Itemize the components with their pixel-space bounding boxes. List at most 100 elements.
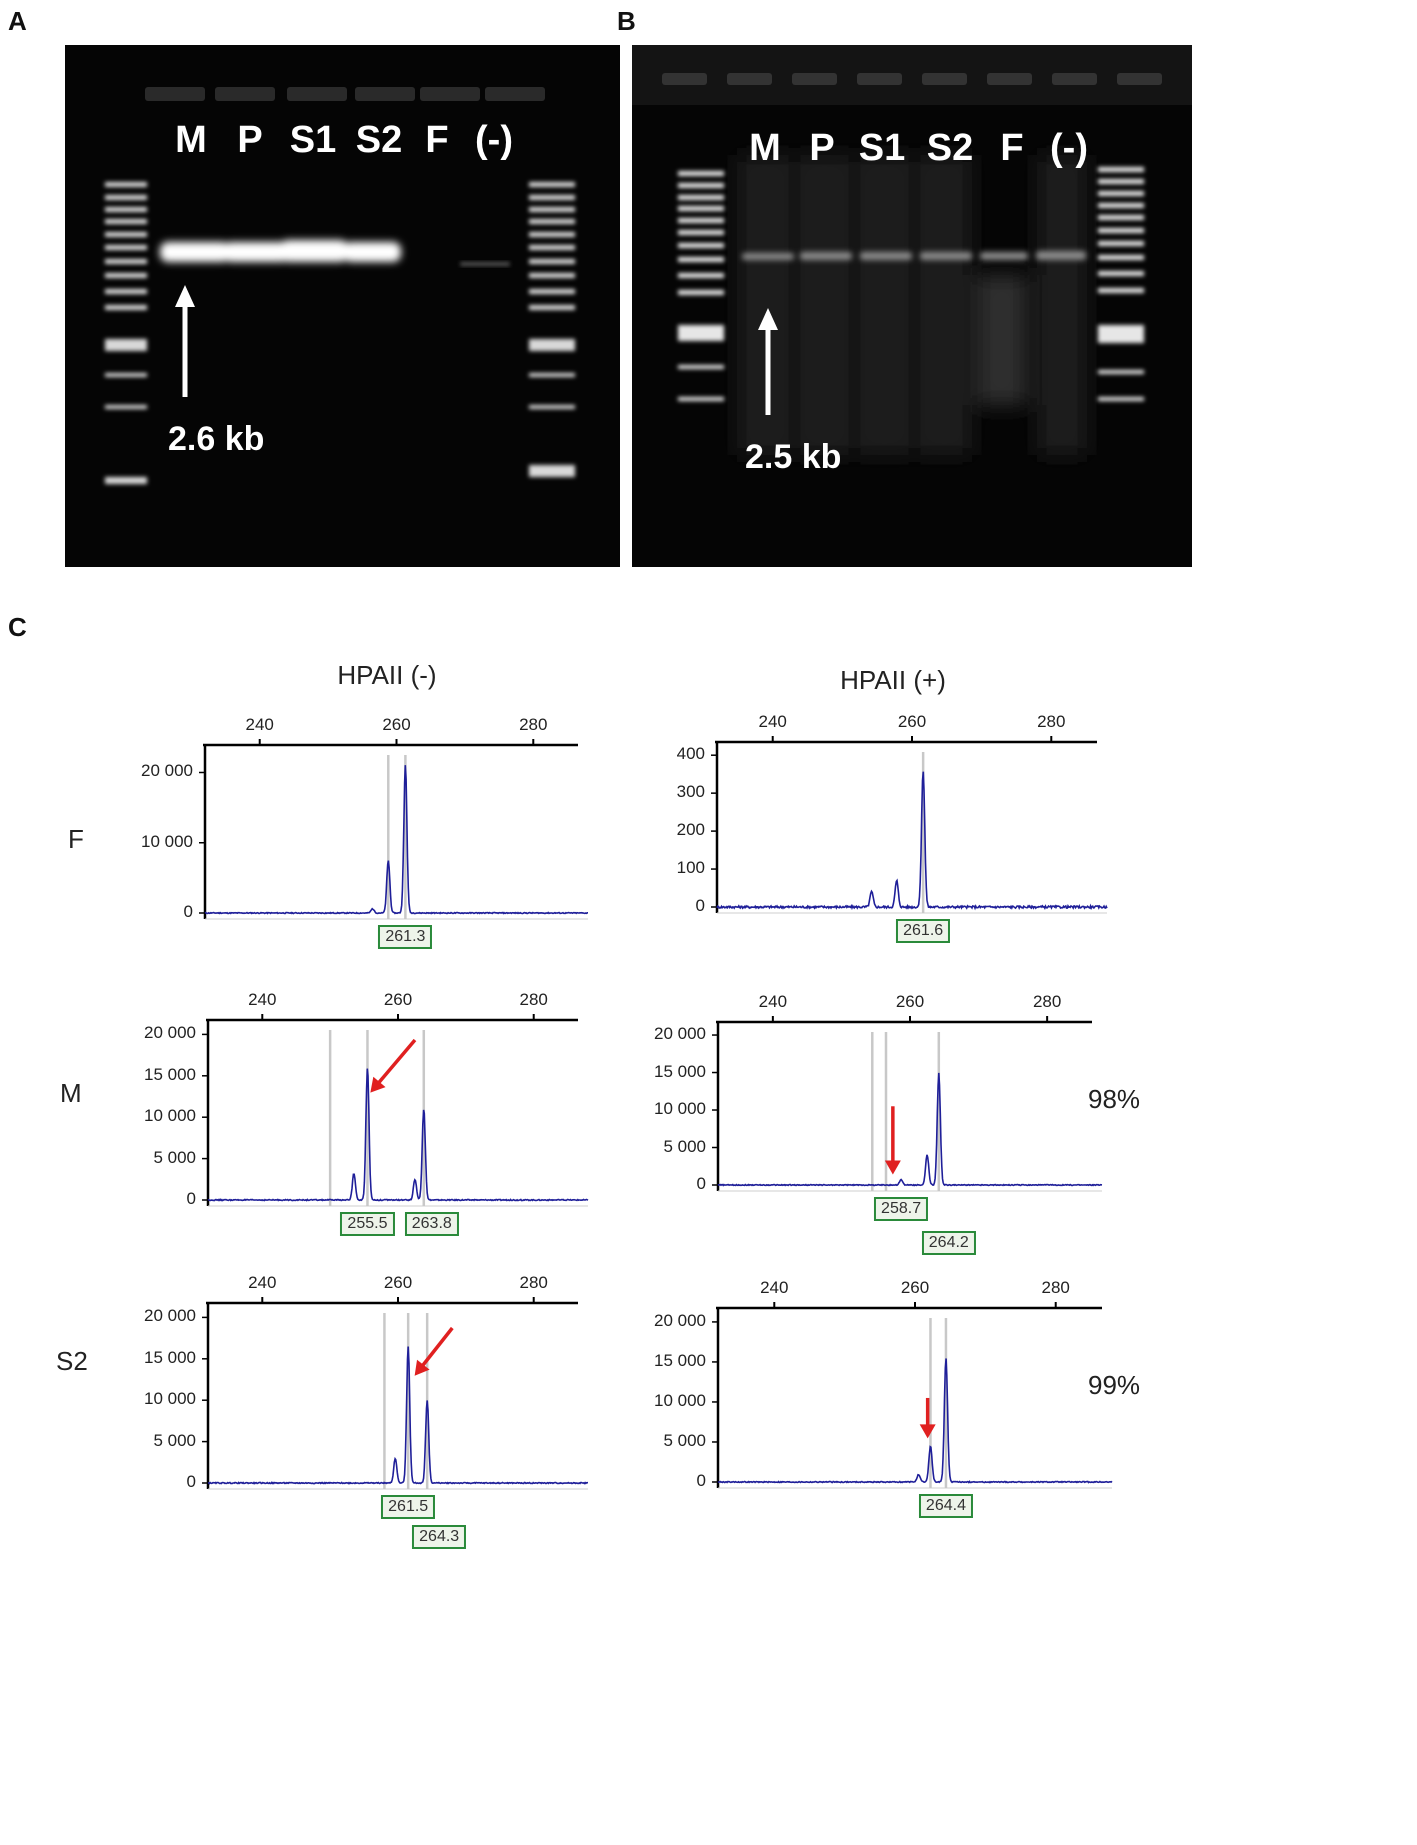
trace-svg (712, 1016, 1103, 1192)
trace-svg (202, 1297, 588, 1490)
y-tick-label: 5 000 (153, 1430, 196, 1450)
red-arrow-head (414, 1359, 430, 1376)
x-tick-label: 260 (383, 1273, 413, 1292)
y-tick-label: 0 (696, 1471, 706, 1490)
arrow-head-a (175, 285, 195, 307)
x-tick-label: 280 (519, 990, 548, 1009)
column-header-hpaii-minus: HPAII (-) (337, 660, 437, 690)
peak-size-label: 264.2 (921, 1231, 976, 1255)
lane-label-b-3: S2 (926, 127, 974, 169)
x-tick-label: 240 (248, 990, 277, 1009)
x-tick-label: 280 (1037, 712, 1066, 731)
red-arrow-head (884, 1160, 901, 1175)
band-size-label-a: 2.6 kb (168, 420, 265, 458)
row-label-s2: S2 (56, 1346, 88, 1376)
y-tick-label: 5 000 (153, 1147, 196, 1167)
trace-line (204, 765, 588, 915)
ladder-right-a (529, 182, 575, 477)
y-tick-label: 0 (183, 902, 193, 921)
y-tick-label: 20 000 (144, 1023, 196, 1043)
trace-line (207, 1068, 589, 1202)
lane-label-a-4: F (425, 119, 449, 161)
lane-label-a-3: S2 (355, 119, 403, 161)
y-tick-label: 20 000 (654, 1310, 706, 1330)
percentage-s2: 99% (1088, 1370, 1141, 1400)
gel-image-a: M P S1 S2 F (-) 2.6 kb (65, 45, 620, 567)
y-tick-label: 15 000 (144, 1064, 196, 1084)
peak-size-label: 258.7 (874, 1197, 929, 1221)
red-arrow-icon (416, 1326, 454, 1373)
peak-size-label: 255.5 (340, 1212, 395, 1236)
band-size-label-b: 2.5 kb (745, 438, 842, 476)
x-tick-label: 240 (760, 1278, 789, 1297)
lane-label-b-2: S1 (858, 127, 906, 169)
peak-size-label: 264.3 (412, 1525, 467, 1549)
lane-label-a-0: M (175, 119, 207, 161)
red-arrow-icon (372, 1038, 417, 1090)
trace-m-hpaii-minus: 240 260 280 20 000 15 000 10 000 5 000 0 255.5 26… (120, 990, 590, 1245)
trace-line (208, 1346, 588, 1485)
panel-a-letter: A (8, 6, 27, 36)
peak-size-label: 261.3 (378, 925, 433, 949)
y-tick-label: 0 (186, 1472, 196, 1491)
y-tick-label: 5 000 (663, 1136, 706, 1156)
y-tick-label: 20 000 (144, 1306, 196, 1326)
y-tick-label: 0 (696, 1174, 706, 1193)
x-tick-label: 260 (895, 992, 925, 1011)
x-tick-label: 280 (1041, 1278, 1070, 1297)
peak-size-label: 264.4 (918, 1494, 973, 1518)
red-arrow-head (919, 1424, 936, 1439)
x-tick-label: 240 (758, 712, 787, 731)
column-header-hpaii-plus: HPAII (+) (840, 665, 946, 695)
lane-label-b-5: (-) (1050, 127, 1088, 169)
y-tick-label: 5 000 (663, 1430, 706, 1450)
x-tick-label: 240 (248, 1273, 277, 1292)
y-tick-label: 20 000 (141, 761, 193, 781)
y-tick-label: 200 (676, 820, 705, 840)
trace-svg (711, 736, 1108, 914)
x-tick-label: 280 (1032, 992, 1062, 1011)
arrow-head-b (758, 308, 778, 330)
panel-b-letter: B (617, 6, 636, 36)
y-tick-label: 100 (676, 858, 705, 878)
lane-label-a-5: (-) (475, 119, 513, 161)
y-tick-label: 0 (695, 896, 705, 915)
trace-line (717, 1358, 1113, 1484)
x-tick-label: 260 (383, 990, 413, 1009)
ladder-left-b (678, 171, 724, 401)
trace-svg (202, 1014, 589, 1207)
ladder-right-b (1098, 167, 1144, 401)
percentage-m: 98% (1088, 1084, 1141, 1114)
ladder-left-a (105, 182, 147, 484)
y-tick-label: 300 (676, 782, 705, 802)
lane-label-b-4: F (1000, 127, 1024, 169)
x-tick-label: 260 (382, 715, 411, 734)
x-tick-label: 280 (519, 715, 548, 734)
trace-svg (712, 1302, 1113, 1489)
y-tick-label: 20 000 (654, 1024, 706, 1044)
trace-s2-plus: 240 260 280 20 000 15 000 10 000 5 000 0 264.4 (632, 1275, 1113, 1535)
peak-size-label: 261.6 (896, 919, 951, 943)
y-tick-label: 10 000 (144, 1106, 196, 1126)
trace-f-hpaii-minus: 240 260 280 20 000 10 000 0 261.3 (130, 700, 590, 980)
y-tick-label: 15 000 (654, 1350, 706, 1370)
y-tick-label: 15 000 (144, 1347, 196, 1367)
row-label-f: F (68, 824, 84, 854)
trace-s2-minus: 240 260 280 20 000 15 000 10 000 5 000 0 261.5 26… (120, 1270, 590, 1549)
y-tick-label: 400 (676, 744, 705, 764)
y-tick-label: 15 000 (654, 1061, 706, 1081)
red-arrow-head (370, 1076, 386, 1093)
peak-size-label: 261.5 (381, 1495, 436, 1519)
x-tick-label: 240 (245, 715, 274, 734)
trace-svg (199, 739, 588, 920)
lane-label-a-1: P (237, 119, 263, 161)
lane-label-b-0: M (749, 127, 781, 169)
trace-line (717, 1072, 1103, 1187)
y-tick-label: 10 000 (654, 1099, 706, 1119)
trace-line (716, 771, 1108, 911)
lane-label-a-2: S1 (289, 119, 337, 161)
trace-m-hpaii-plus: 240 260 280 20 000 15 000 10 000 5 000 0 258.7 26… (632, 985, 1103, 1260)
gel-a-bands (105, 87, 575, 484)
sample-bands-b (742, 251, 1086, 260)
x-tick-label: 240 (758, 992, 788, 1011)
